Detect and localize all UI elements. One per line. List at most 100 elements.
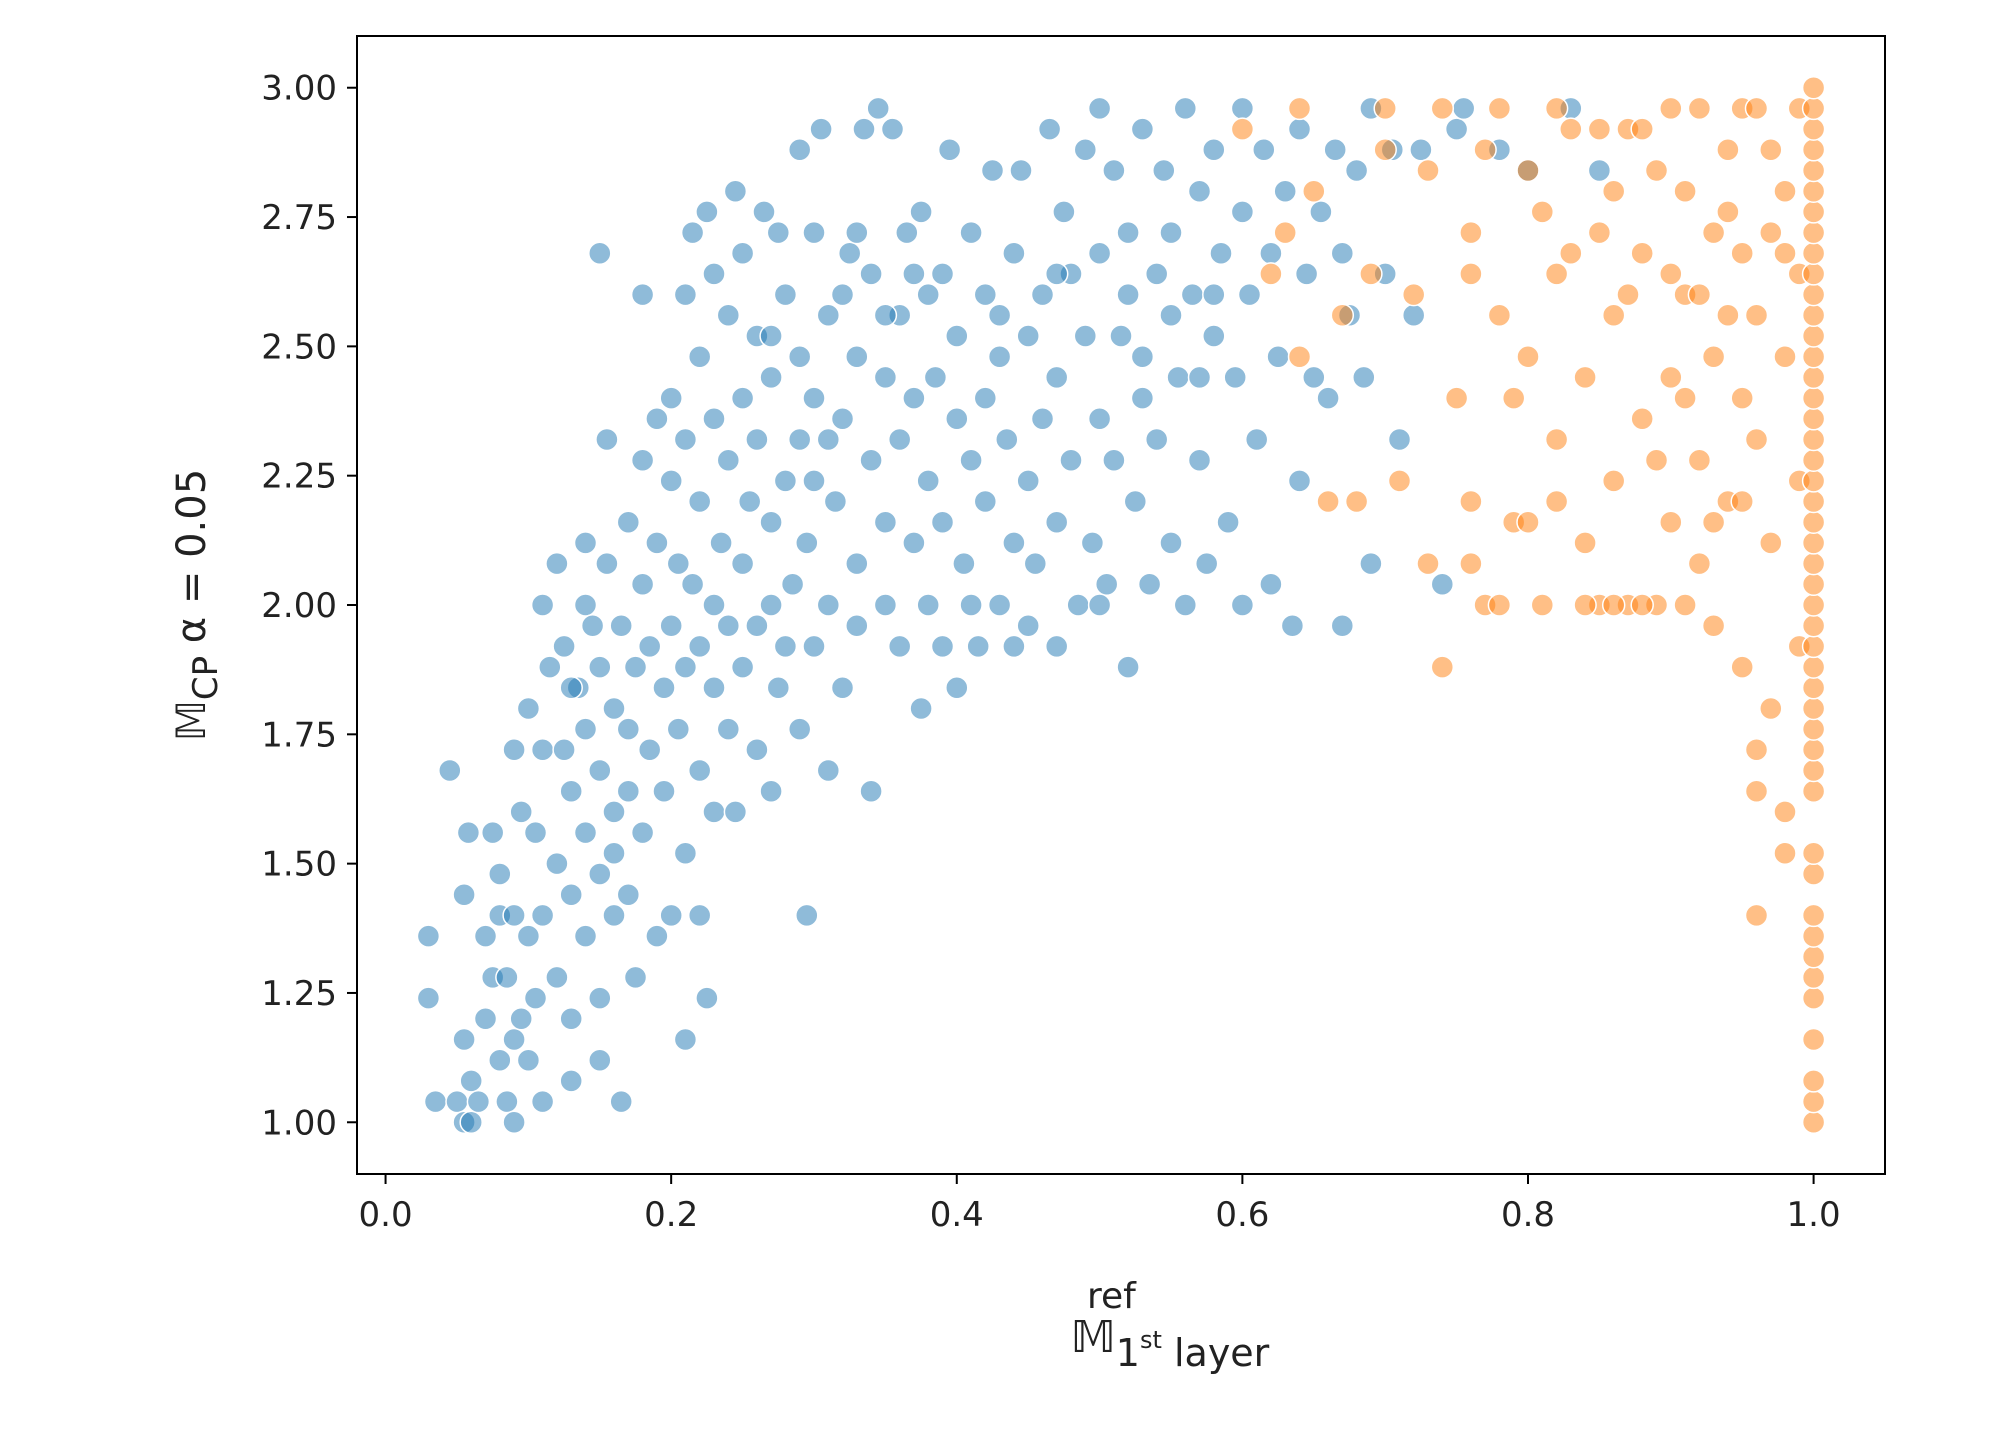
- series-1-point-93: [1801, 634, 1826, 659]
- series-0-point-74: [645, 924, 669, 948]
- series-0-point-99: [702, 593, 726, 617]
- series-1-point-149: [1701, 510, 1726, 534]
- series-0-point-87: [673, 427, 698, 452]
- series-0-point-290: [588, 241, 612, 266]
- series-0-point-227: [1173, 593, 1198, 617]
- series-1-point-62: [1744, 903, 1769, 928]
- series-0-point-259: [1344, 158, 1369, 183]
- series-0-point-218: [1130, 344, 1155, 369]
- series-1-point-53: [1716, 138, 1740, 162]
- series-1-point-69: [1773, 344, 1797, 369]
- series-0-point-100: [702, 407, 726, 431]
- series-0-point-163: [902, 386, 926, 410]
- series-1-point-41: [1659, 96, 1683, 121]
- series-1-point-134: [1773, 241, 1797, 266]
- x-tick-label: 0.2: [644, 1195, 698, 1235]
- series-0-point-30: [523, 820, 548, 845]
- series-0-point-26: [516, 1048, 541, 1072]
- x-tick-label: 0.6: [1215, 1195, 1269, 1235]
- series-0-point-120: [759, 510, 783, 534]
- series-0-point-223: [1152, 158, 1176, 183]
- series-1-point-145: [1587, 117, 1612, 141]
- series-1-point-123: [1373, 96, 1397, 121]
- series-1-point-133: [1744, 96, 1769, 121]
- series-0-point-184: [980, 158, 1005, 183]
- series-0-point-95: [695, 986, 719, 1010]
- series-0-point-214: [1109, 324, 1133, 348]
- series-0-point-189: [1002, 531, 1026, 555]
- series-1-point-68: [1773, 841, 1797, 866]
- series-0-point-198: [1044, 634, 1069, 659]
- series-1-point-79: [1801, 986, 1826, 1010]
- series-0-point-158: [887, 634, 912, 659]
- series-1-point-50: [1701, 613, 1726, 638]
- series-0-point-106: [723, 800, 748, 824]
- series-0-point-196: [1030, 282, 1055, 307]
- series-1-point-14: [1444, 386, 1469, 410]
- series-0-point-86: [673, 655, 698, 679]
- series-0-point-18: [488, 862, 512, 886]
- series-0-point-274: [1587, 158, 1612, 183]
- series-0-point-176: [945, 324, 969, 348]
- series-1-point-2: [1287, 344, 1312, 369]
- series-0-point-145: [837, 241, 862, 266]
- series-1-point-106: [1801, 365, 1826, 390]
- series-0-point-47: [573, 717, 598, 741]
- series-1-point-85: [1801, 841, 1826, 866]
- series-0-point-53: [588, 758, 612, 783]
- series-1-point-140: [1630, 593, 1654, 617]
- series-0-point-36: [545, 965, 569, 990]
- series-1-point-112: [1801, 241, 1826, 266]
- series-0-point-97: [702, 800, 726, 824]
- series-0-point-28: [516, 696, 541, 721]
- series-0-point-112: [737, 489, 762, 514]
- series-0-point-269: [1444, 117, 1469, 141]
- series-0-point-91: [687, 758, 712, 783]
- series-1-point-111: [1801, 262, 1826, 286]
- series-1-point-94: [1801, 613, 1826, 638]
- series-1-point-103: [1801, 427, 1826, 452]
- series-1-point-96: [1801, 572, 1826, 597]
- series-1-point-16: [1459, 489, 1483, 514]
- series-1-point-125: [1473, 138, 1497, 162]
- series-0-point-225: [1159, 220, 1183, 245]
- series-0-point-144: [830, 282, 855, 307]
- series-1-point-3: [1302, 179, 1326, 203]
- x-axis-label-layer: layer: [1162, 1331, 1270, 1375]
- series-1-point-11: [1416, 551, 1440, 576]
- series-1-point-25: [1544, 262, 1569, 286]
- series-0-point-92: [687, 634, 712, 659]
- series-1-point-18: [1487, 303, 1512, 328]
- series-1-point-66: [1759, 138, 1783, 162]
- series-0-point-143: [830, 407, 855, 431]
- x-tick-label: 1.0: [1787, 1195, 1841, 1235]
- series-1-point-39: [1659, 510, 1683, 534]
- series-0-point-8: [452, 882, 476, 907]
- series-0-point-115: [745, 427, 769, 452]
- series-1-point-102: [1801, 448, 1826, 472]
- x-axis-label-subscript: 1: [1116, 1331, 1140, 1375]
- series-0-point-4: [445, 1089, 469, 1114]
- series-0-point-296: [1016, 613, 1040, 638]
- series-0-point-213: [1102, 158, 1126, 183]
- series-1-point-8: [1373, 138, 1397, 162]
- series-0-point-192: [1016, 469, 1040, 493]
- series-1-point-150: [1730, 489, 1754, 514]
- series-0-point-13: [473, 924, 498, 948]
- series-0-point-94: [687, 344, 712, 369]
- series-0-point-195: [1030, 407, 1055, 431]
- series-1-point-38: [1644, 158, 1669, 183]
- series-0-point-46: [573, 820, 598, 845]
- series-0-point-52: [588, 862, 612, 886]
- series-0-point-25: [509, 800, 533, 824]
- series-0-point-235: [1209, 241, 1233, 266]
- series-0-point-228: [1173, 96, 1198, 121]
- series-1-point-126: [1530, 200, 1555, 224]
- series-0-point-276: [573, 531, 598, 555]
- series-0-point-292: [787, 138, 812, 162]
- series-0-point-175: [945, 407, 969, 431]
- series-1-point-5: [1330, 303, 1355, 328]
- series-0-point-109: [730, 551, 755, 576]
